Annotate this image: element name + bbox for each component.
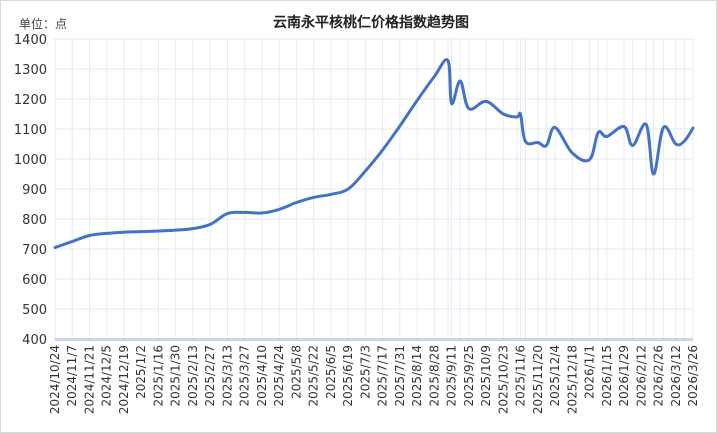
grid xyxy=(54,38,694,340)
x-tick-label: 2025/9/11 xyxy=(445,345,459,407)
x-tick-label: 2026/1/29 xyxy=(617,345,631,407)
x-axis-line xyxy=(55,338,693,341)
x-tick-label: 2025/2/13 xyxy=(186,345,200,407)
axes: 400 500 600 700 800 900 1000 1100 1200 1300 1400 20… xyxy=(14,33,700,414)
x-tick-label: 2025/1/16 xyxy=(151,345,165,407)
y-tick-label: 900 xyxy=(22,183,47,198)
x-tick-label: 2025/10/9 xyxy=(479,345,493,407)
x-tick-label: 2026/1/15 xyxy=(600,345,614,407)
x-tick-label: 2026/3/12 xyxy=(669,345,683,407)
x-tick-label: 2025/2/27 xyxy=(203,345,217,407)
x-tick-label: 2025/9/25 xyxy=(462,345,476,407)
x-tick-label: 2025/4/10 xyxy=(255,345,269,407)
y-tick-label: 600 xyxy=(22,273,47,288)
x-tick-label: 2025/5/8 xyxy=(289,345,303,399)
x-tick-label: 2025/8/14 xyxy=(410,345,424,407)
x-tick-label: 2025/1/30 xyxy=(169,345,183,407)
x-tick-label: 2025/10/23 xyxy=(496,345,510,414)
series xyxy=(53,58,695,249)
x-tick-label: 2025/3/27 xyxy=(238,345,252,407)
x-tick-label: 2026/2/12 xyxy=(634,345,648,407)
x-tick-label: 2025/4/24 xyxy=(272,345,286,407)
y-tick-label: 400 xyxy=(22,333,47,348)
x-tick-label: 2025/7/31 xyxy=(393,345,407,407)
y-tick-label: 1100 xyxy=(14,123,47,138)
x-tick-label: 2025/6/19 xyxy=(341,345,355,407)
x-tick-label: 2024/10/24 xyxy=(48,345,62,414)
series-line xyxy=(53,58,695,249)
y-tick-label: 1200 xyxy=(14,93,47,108)
x-tick-label: 2025/6/5 xyxy=(324,345,338,399)
x-tick-label: 2026/2/26 xyxy=(652,345,666,407)
x-tick-label: 2025/5/22 xyxy=(307,345,321,407)
x-tick-label: 2025/12/4 xyxy=(548,345,562,407)
chart-title: 云南永平核桃仁价格指数趋势图 xyxy=(273,14,469,31)
x-tick-label: 2024/12/5 xyxy=(100,345,114,407)
x-tick-label: 2026/1/1 xyxy=(583,345,597,399)
y-tick-label: 1300 xyxy=(14,63,47,78)
y-tick-label: 500 xyxy=(22,303,47,318)
y-tick-label: 800 xyxy=(22,213,47,228)
y-tick-label: 1000 xyxy=(14,153,47,168)
x-tick-label: 2025/7/17 xyxy=(376,345,390,407)
x-tick-label: 2025/11/20 xyxy=(531,345,545,414)
x-tick-label: 2024/12/19 xyxy=(117,345,131,414)
y-tick-label: 700 xyxy=(22,243,47,258)
x-tick-label: 2026/3/26 xyxy=(686,345,700,407)
unit-label: 单位：点 xyxy=(19,16,67,31)
x-tick-label: 2025/8/28 xyxy=(427,345,441,407)
x-tick-label: 2025/1/2 xyxy=(134,345,148,399)
x-tick-label: 2024/11/7 xyxy=(65,345,79,407)
x-tick-label: 2025/3/13 xyxy=(220,345,234,407)
x-tick-label: 2025/11/6 xyxy=(514,345,528,407)
x-tick-label: 2025/7/3 xyxy=(358,345,372,399)
y-tick-label: 1400 xyxy=(14,33,47,48)
x-tick-label: 2024/11/21 xyxy=(82,345,96,414)
x-tick-label: 2025/12/18 xyxy=(565,345,579,414)
